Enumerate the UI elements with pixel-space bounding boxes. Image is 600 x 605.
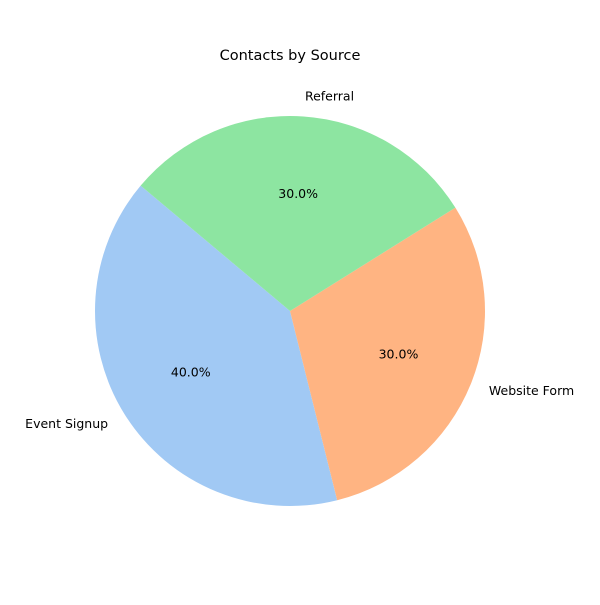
slice-percent-referral: 30.0% xyxy=(278,186,318,201)
slice-label-event-signup: Event Signup xyxy=(25,416,108,431)
pie-labels: Event Signup 40.0% Website Form 30.0% Referr… xyxy=(25,89,574,432)
pie-slice-referral xyxy=(140,115,456,312)
slice-percent-website-form: 30.0% xyxy=(379,346,419,361)
pie-slices xyxy=(95,115,486,507)
slice-label-referral: Referral xyxy=(305,89,354,104)
pie-slice-event-signup xyxy=(95,185,338,507)
slice-percent-event-signup: 40.0% xyxy=(171,365,211,380)
chart-title: Contacts by Source xyxy=(220,48,361,64)
slice-label-website-form: Website Form xyxy=(489,383,574,398)
pie-slice-website-form xyxy=(290,207,486,501)
